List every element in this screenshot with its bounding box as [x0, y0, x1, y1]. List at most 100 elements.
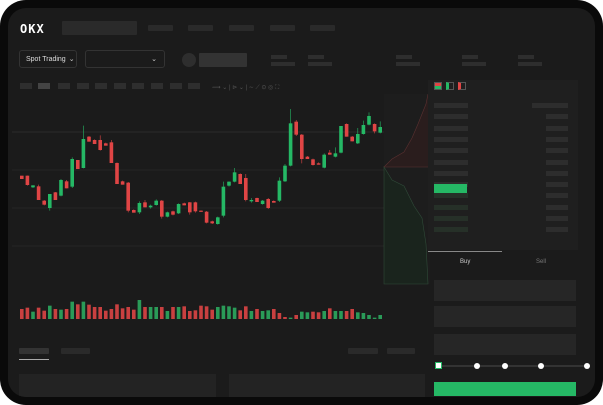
pair-price — [199, 53, 247, 67]
chevron-down-icon: ⌄ — [151, 55, 157, 63]
volume-bar — [305, 312, 310, 319]
candle — [367, 116, 371, 125]
candle — [294, 121, 298, 135]
candle — [266, 199, 270, 208]
volume-bar — [36, 307, 41, 319]
tab-sell[interactable]: Sell — [536, 259, 547, 265]
orderbook-size — [546, 159, 568, 165]
total-input[interactable] — [434, 334, 576, 355]
volume-bar — [160, 307, 164, 319]
candle — [154, 200, 158, 205]
chart-tools[interactable]: ⟿ ⌄ | ⊳ ⌄ | ∼ ⟋ ⊙ ◎ ⛶ — [212, 85, 280, 91]
order-card — [19, 374, 216, 397]
orderbook-bids-icon[interactable] — [446, 82, 454, 90]
volume-bar — [367, 315, 371, 319]
candle — [210, 221, 214, 224]
nav-item[interactable] — [188, 25, 213, 31]
slider-mark[interactable] — [538, 363, 544, 369]
timeframe-button — [20, 83, 32, 89]
trading-mode-label: Spot Trading — [26, 55, 66, 63]
volume-bar — [316, 312, 321, 319]
nav-item[interactable] — [310, 25, 335, 31]
buy-button[interactable] — [434, 382, 576, 396]
volume-bar — [266, 310, 270, 319]
price-input[interactable] — [434, 280, 576, 301]
volume-bar — [210, 309, 214, 319]
candle — [81, 139, 86, 168]
timeframe-button — [114, 83, 126, 89]
volume-bar — [53, 309, 58, 319]
volume-bar — [182, 306, 186, 319]
candle — [143, 202, 147, 208]
order-card — [229, 374, 425, 397]
timeframe-button — [95, 83, 107, 89]
orderbook-price — [434, 159, 468, 165]
volume-bar — [20, 309, 24, 319]
orderbook-asks-icon[interactable] — [458, 82, 466, 90]
timeframe-button — [132, 83, 144, 89]
candle — [48, 194, 52, 208]
bottom-tab[interactable] — [61, 348, 90, 354]
candle — [20, 175, 24, 179]
orderbook — [428, 80, 578, 250]
tab-buy[interactable]: Buy — [460, 259, 471, 265]
orderbook-price — [434, 103, 468, 108]
candle — [104, 143, 108, 146]
nav-item[interactable] — [229, 25, 254, 31]
amount-slider[interactable] — [438, 365, 588, 367]
volume-bar — [64, 309, 69, 319]
okx-logo: OKX — [20, 22, 45, 36]
candle — [277, 180, 282, 201]
candle — [31, 185, 35, 188]
orderbook-size — [546, 204, 568, 210]
amount-input[interactable] — [434, 306, 576, 327]
pair-select[interactable]: ⌄ — [85, 50, 165, 68]
candle — [216, 217, 220, 224]
volume-bar — [70, 301, 74, 319]
candle — [109, 142, 114, 163]
slider-handle[interactable] — [435, 362, 442, 369]
trading-mode-select[interactable]: Spot Trading ⌄ — [19, 50, 77, 68]
bottom-filter[interactable] — [387, 348, 415, 354]
volume-bar — [132, 309, 136, 319]
candle — [305, 156, 310, 159]
orderbook-view-toggle — [434, 82, 466, 90]
chevron-down-icon: ⌄ — [68, 55, 75, 63]
volume-bar — [322, 311, 326, 319]
volume-bar — [288, 317, 293, 319]
search-bar[interactable] — [62, 21, 137, 35]
orderbook-both-icon[interactable] — [434, 82, 442, 90]
last-price — [434, 184, 467, 193]
stat-value — [396, 62, 420, 66]
candle — [132, 210, 136, 213]
app-screen: OKX Spot Trading ⌄ ⌄ ⟿ ⌄ | ⊳ ⌄ | ∼ ⟋ ⊙ ◎ … — [8, 8, 595, 397]
nav-item[interactable] — [148, 25, 173, 31]
candle — [188, 202, 192, 213]
candle — [92, 140, 97, 144]
candle — [300, 134, 304, 159]
candle — [339, 126, 343, 153]
volume-bar — [48, 305, 52, 319]
volume-bar — [171, 307, 175, 319]
candlestick-chart[interactable] — [12, 94, 432, 334]
candle — [322, 154, 326, 168]
candle — [344, 124, 349, 137]
slider-mark[interactable] — [584, 363, 590, 369]
stat-label — [396, 55, 412, 59]
volume-bar — [249, 311, 254, 319]
slider-mark[interactable] — [474, 363, 480, 369]
volume-bar — [232, 307, 237, 319]
volume-bar — [216, 307, 220, 319]
nav-item[interactable] — [270, 25, 295, 31]
orderbook-price — [434, 227, 468, 233]
candle — [137, 203, 142, 213]
candle — [350, 136, 354, 142]
volume-bar — [81, 301, 86, 319]
bottom-filter[interactable] — [348, 348, 378, 354]
volume-bar — [372, 317, 377, 319]
candle — [98, 140, 102, 150]
candle — [64, 181, 69, 189]
candle — [87, 136, 91, 142]
bottom-tab-active[interactable] — [19, 348, 49, 354]
slider-mark[interactable] — [502, 363, 508, 369]
